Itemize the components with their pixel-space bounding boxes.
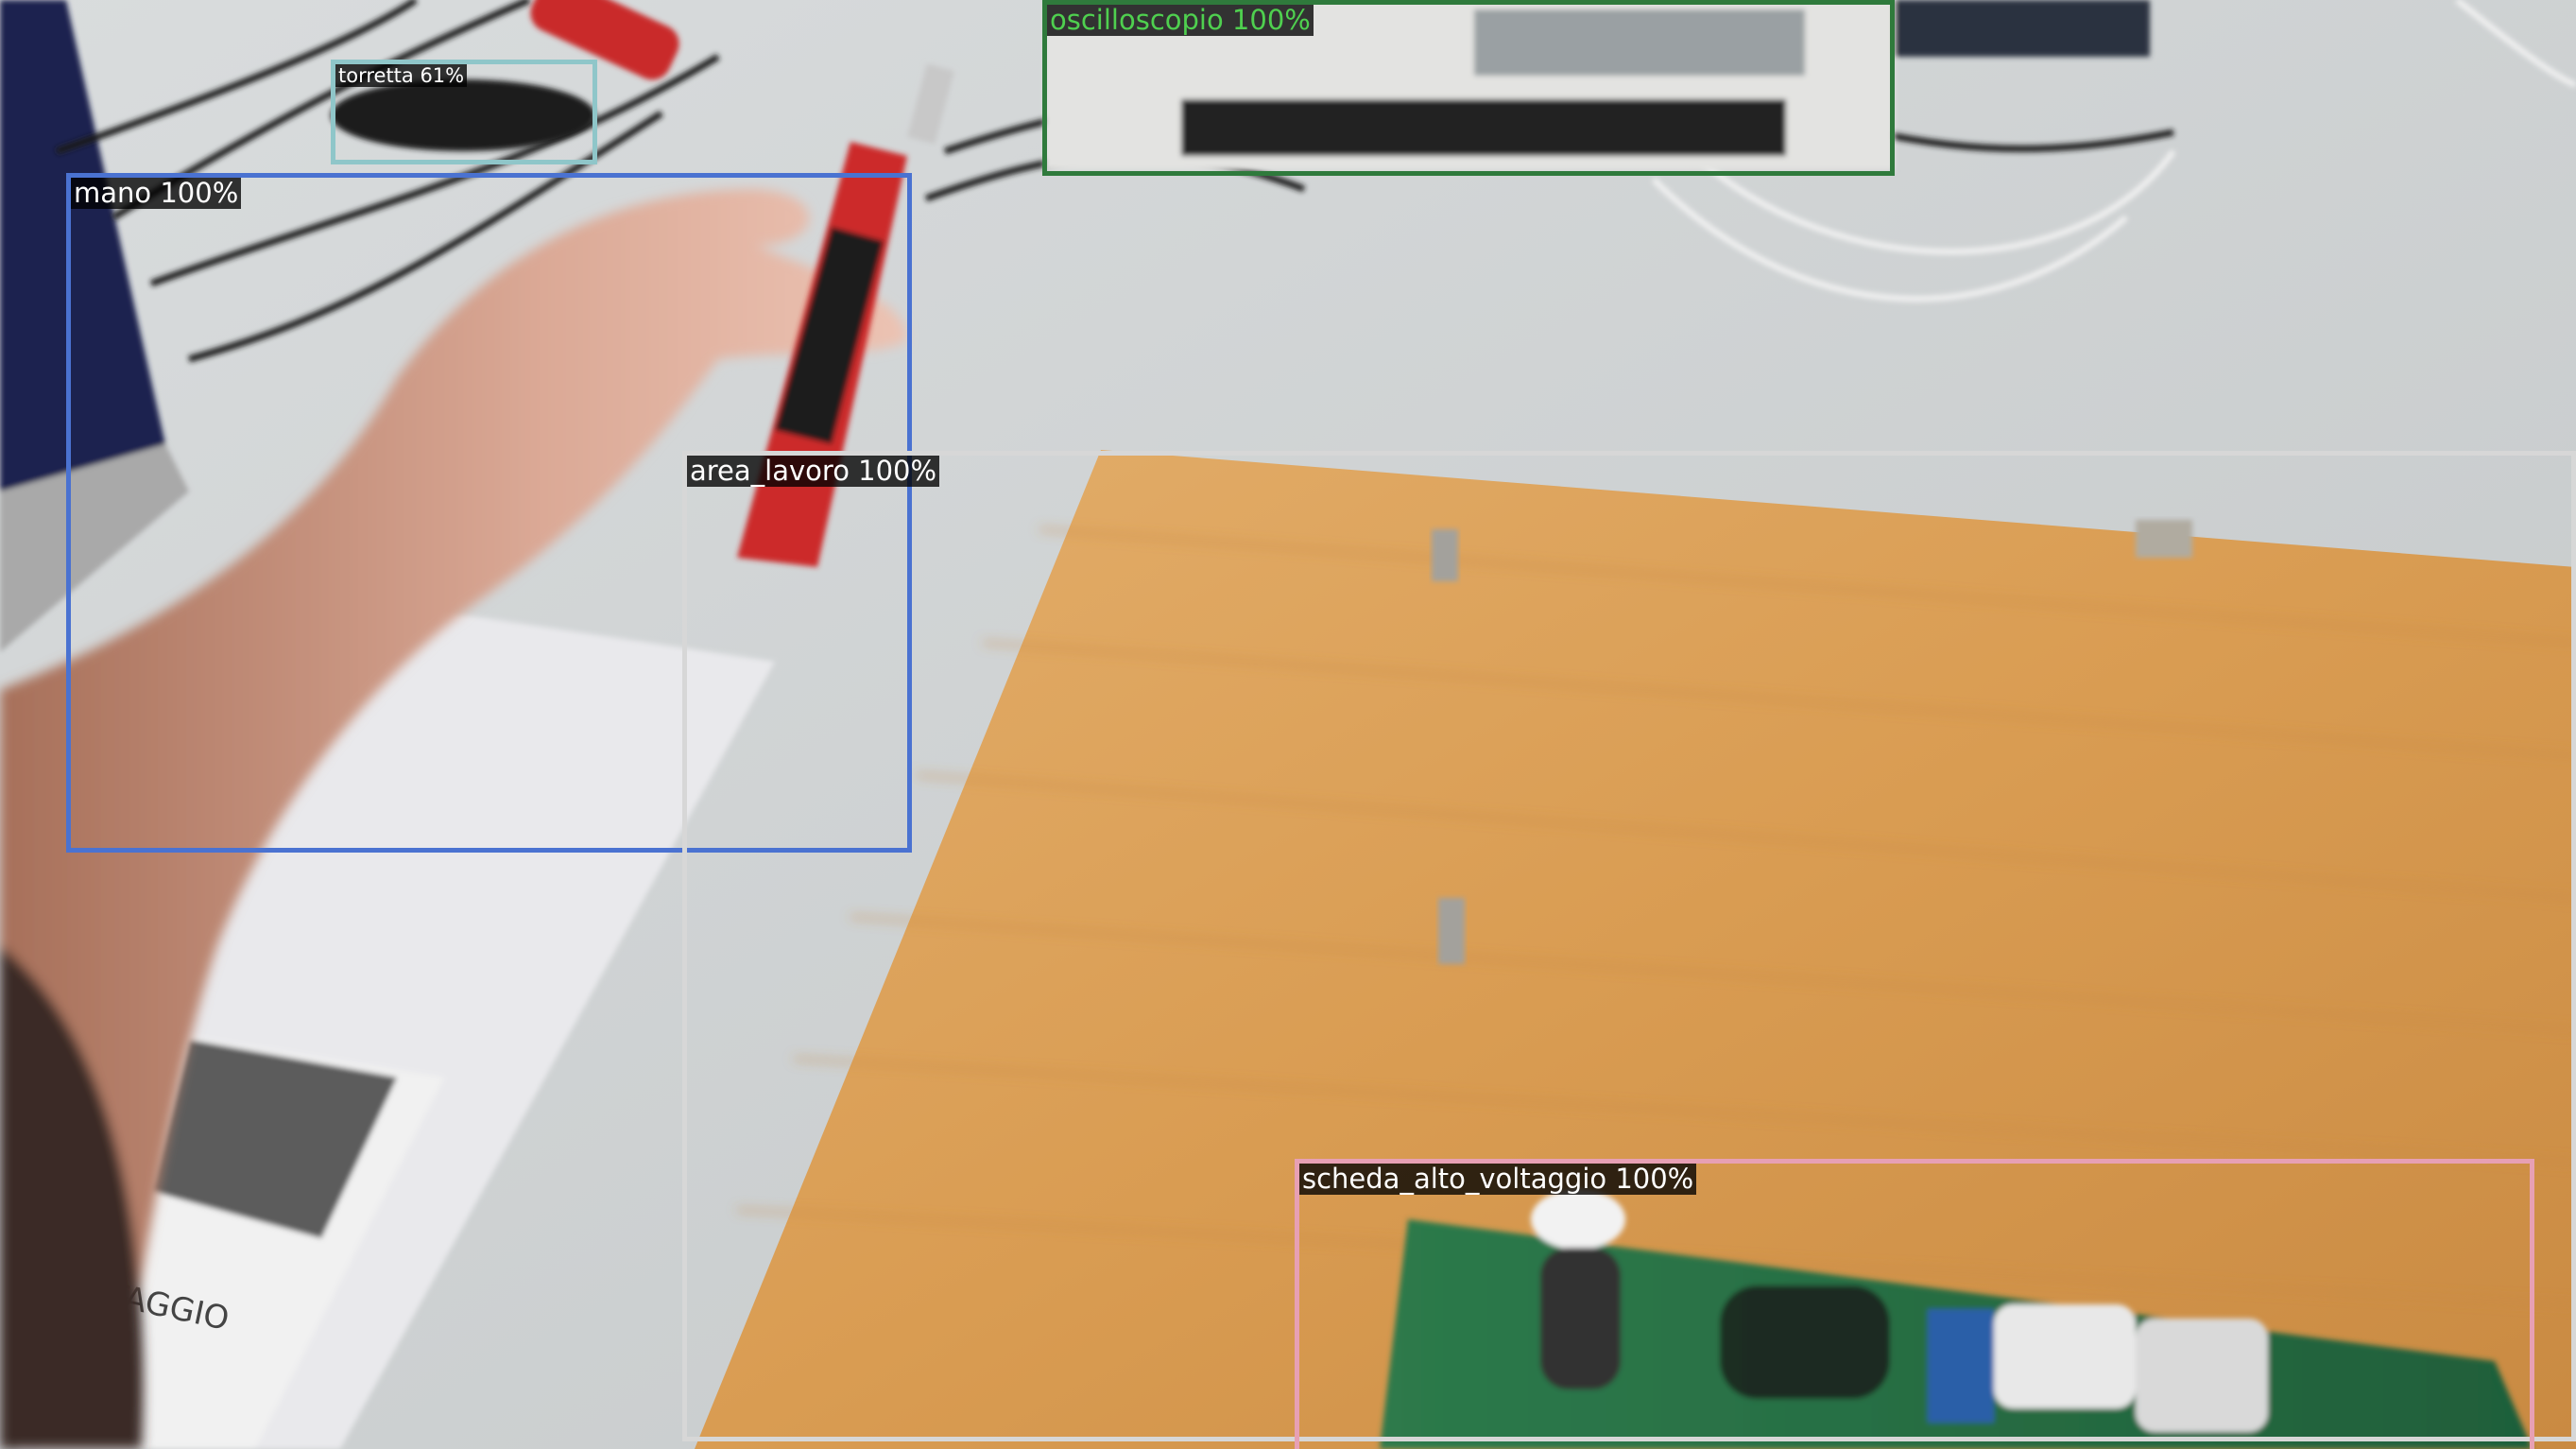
white-cables xyxy=(1651,0,2576,302)
detection-label-torretta: torretta 61% xyxy=(335,64,468,88)
detection-label-area-lavoro: area_lavoro 100% xyxy=(687,455,940,488)
high-voltage-pcb xyxy=(1380,1189,2533,1449)
detection-box-torretta: torretta 61% xyxy=(331,60,597,164)
detection-label-scheda-alto-voltaggio: scheda_alto_voltaggio 100% xyxy=(1299,1163,1697,1196)
turret-object xyxy=(331,79,595,151)
detection-box-area-lavoro: area_lavoro 100% xyxy=(682,451,2576,1441)
red-clip-top xyxy=(530,0,679,80)
oscilloscope-device xyxy=(1044,0,2150,170)
detection-label-oscilloscopio: oscilloscopio 100% xyxy=(1047,4,1314,37)
laptop xyxy=(0,0,189,652)
detection-label-mano: mano 100% xyxy=(71,177,242,210)
detection-box-oscilloscopio: oscilloscopio 100% xyxy=(1042,0,1895,176)
detection-box-mano: mano 100% xyxy=(66,173,912,853)
detection-box-scheda-alto-voltaggio: scheda_alto_voltaggio 100% xyxy=(1295,1159,2534,1449)
